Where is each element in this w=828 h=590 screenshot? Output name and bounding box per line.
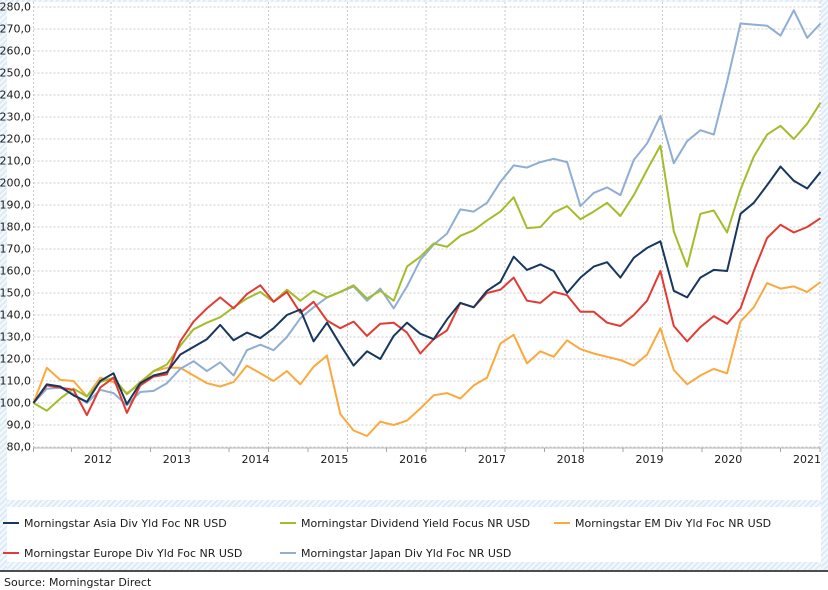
x-axis-year-label: 2021	[793, 453, 821, 466]
series-line-2	[32, 281, 822, 437]
legend-label: Morningstar Dividend Yield Focus NR USD	[301, 517, 531, 530]
frame-border-left	[0, 0, 7, 570]
y-axis-tick-label: 210,0	[0, 155, 31, 168]
legend-swatch-icon	[3, 552, 19, 554]
legend-label: Morningstar Japan Div Yld Foc NR USD	[301, 547, 512, 560]
legend-label: Morningstar Europe Div Yld Foc NR USD	[24, 547, 243, 560]
frame-border-top	[0, 0, 828, 2]
y-axis-tick-label: 100,0	[0, 397, 31, 410]
y-axis-tick-label: 270,0	[0, 23, 31, 36]
y-axis-tick-label: 140,0	[0, 309, 31, 322]
legend-item-0: Morningstar Asia Div Yld Foc NR USD	[3, 512, 227, 530]
x-axis-year-label: 2017	[478, 453, 506, 466]
x-axis-year-label: 2013	[163, 453, 191, 466]
legend-item-1: Morningstar Dividend Yield Focus NR USD	[280, 512, 530, 530]
legend-label: Morningstar EM Div Yld Foc NR USD	[575, 517, 772, 530]
y-axis-tick-label: 80,0	[7, 441, 32, 454]
frame-separator-chart-legend	[7, 500, 821, 507]
series-line-1	[32, 102, 822, 412]
frame-border-bottom	[7, 562, 821, 570]
series-line-0	[32, 165, 822, 406]
x-axis-year-label: 2016	[399, 453, 427, 466]
legend-swatch-icon	[280, 522, 296, 524]
frame-border-right	[821, 0, 828, 570]
legend-label: Morningstar Asia Div Yld Foc NR USD	[24, 517, 227, 530]
legend-swatch-icon	[3, 522, 19, 524]
legend-item-4: Morningstar Japan Div Yld Foc NR USD	[280, 542, 511, 560]
chart-legend: Morningstar Asia Div Yld Foc NR USD Morni…	[0, 500, 828, 562]
y-axis-tick-label: 130,0	[0, 331, 31, 344]
x-axis-year-label: 2019	[635, 453, 663, 466]
series-line-3	[32, 217, 822, 417]
y-axis-tick-label: 190,0	[0, 199, 31, 212]
y-axis-tick-label: 150,0	[0, 287, 31, 300]
y-axis-tick-label: 230,0	[0, 111, 31, 124]
x-axis-year-label: 2014	[242, 453, 270, 466]
y-axis-tick-label: 110,0	[0, 375, 31, 388]
source-bar: Source: Morningstar Direct	[0, 570, 828, 590]
legend-swatch-icon	[554, 522, 570, 524]
y-axis-tick-label: 180,0	[0, 221, 31, 234]
y-axis-tick-label: 200,0	[0, 177, 31, 190]
y-axis-tick-label: 260,0	[0, 45, 31, 58]
performance-line-chart: 80,0 90,0 100,0 110,0 120,0 130,0 140,0 150,0 16…	[0, 1, 822, 466]
legend-swatch-icon	[280, 552, 296, 554]
x-axis-year-label: 2015	[320, 453, 348, 466]
x-axis-year-label: 2020	[714, 453, 742, 466]
y-axis-tick-label: 170,0	[0, 243, 31, 256]
source-label: Source: Morningstar Direct	[4, 576, 152, 589]
y-axis-tick-label: 120,0	[0, 353, 31, 366]
series-line-4	[32, 9, 822, 407]
x-axis-year-label: 2018	[557, 453, 585, 466]
y-axis-tick-label: 280,0	[0, 1, 31, 14]
y-axis-tick-label: 240,0	[0, 89, 31, 102]
y-axis-tick-label: 220,0	[0, 133, 31, 146]
y-axis-tick-label: 250,0	[0, 67, 31, 80]
legend-item-3: Morningstar Europe Div Yld Foc NR USD	[3, 542, 242, 560]
legend-item-2: Morningstar EM Div Yld Foc NR USD	[554, 512, 771, 530]
y-axis-tick-label: 160,0	[0, 265, 31, 278]
y-axis-tick-label: 90,0	[7, 419, 32, 432]
x-axis-year-label: 2012	[84, 453, 112, 466]
